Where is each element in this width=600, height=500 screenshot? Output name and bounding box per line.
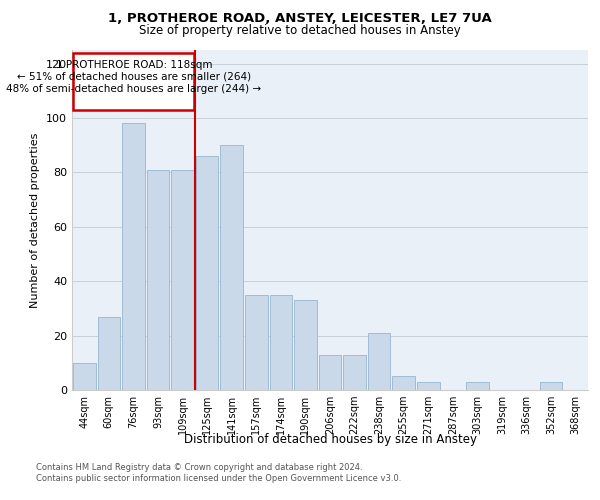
Bar xyxy=(319,354,341,390)
Bar xyxy=(73,52,194,110)
Bar xyxy=(392,376,415,390)
Bar xyxy=(466,382,489,390)
Text: 1, PROTHEROE ROAD, ANSTEY, LEICESTER, LE7 7UA: 1, PROTHEROE ROAD, ANSTEY, LEICESTER, LE… xyxy=(108,12,492,26)
Bar xyxy=(245,295,268,390)
Bar xyxy=(98,316,120,390)
Bar xyxy=(269,295,292,390)
Y-axis label: Number of detached properties: Number of detached properties xyxy=(31,132,40,308)
Bar xyxy=(122,124,145,390)
Text: Contains HM Land Registry data © Crown copyright and database right 2024.: Contains HM Land Registry data © Crown c… xyxy=(36,462,362,471)
Bar xyxy=(417,382,440,390)
Bar xyxy=(146,170,169,390)
Bar xyxy=(171,170,194,390)
Text: 48% of semi-detached houses are larger (244) →: 48% of semi-detached houses are larger (… xyxy=(6,84,262,94)
Bar xyxy=(294,300,317,390)
Text: Contains public sector information licensed under the Open Government Licence v3: Contains public sector information licen… xyxy=(36,474,401,483)
Text: Size of property relative to detached houses in Anstey: Size of property relative to detached ho… xyxy=(139,24,461,37)
Text: ← 51% of detached houses are smaller (264): ← 51% of detached houses are smaller (26… xyxy=(17,72,251,82)
Bar xyxy=(368,333,391,390)
Bar xyxy=(196,156,218,390)
Bar xyxy=(540,382,562,390)
Text: Distribution of detached houses by size in Anstey: Distribution of detached houses by size … xyxy=(184,432,476,446)
Bar xyxy=(220,145,243,390)
Text: 1 PROTHEROE ROAD: 118sqm: 1 PROTHEROE ROAD: 118sqm xyxy=(56,60,212,70)
Bar xyxy=(343,354,366,390)
Bar xyxy=(73,363,95,390)
